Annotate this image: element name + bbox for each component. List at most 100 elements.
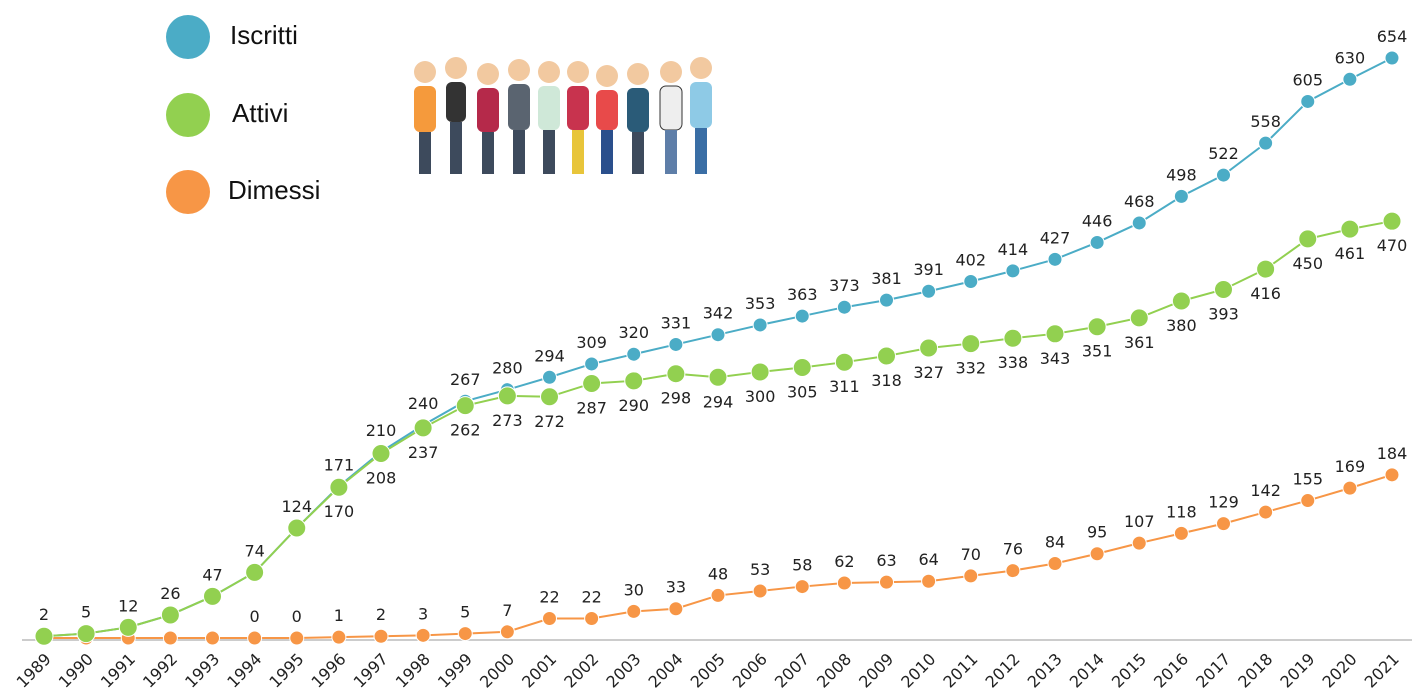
- data-point: [118, 617, 138, 637]
- legend-marker: [166, 15, 210, 59]
- x-tick-label: 1993: [181, 649, 223, 691]
- data-label: 95: [1087, 523, 1107, 542]
- data-point: [1382, 211, 1402, 231]
- data-label: 63: [876, 551, 896, 570]
- data-label: 22: [539, 587, 559, 606]
- data-point: [1173, 188, 1189, 204]
- data-point: [1256, 259, 1276, 279]
- data-point: [160, 605, 180, 625]
- data-point: [921, 283, 937, 299]
- data-point: [1171, 291, 1191, 311]
- data-label: 498: [1166, 165, 1197, 184]
- data-point: [1216, 516, 1231, 532]
- data-point: [1005, 263, 1021, 279]
- data-label: 107: [1124, 512, 1155, 531]
- data-label: 170: [324, 502, 355, 521]
- data-point: [1300, 93, 1316, 109]
- data-point: [710, 327, 726, 343]
- data-label: 169: [1335, 457, 1366, 476]
- data-label: 343: [1040, 349, 1071, 368]
- data-point: [668, 336, 684, 352]
- x-tick-label: 2019: [1276, 649, 1318, 691]
- x-tick-label: 2016: [1150, 649, 1192, 691]
- data-label: 2: [376, 605, 386, 624]
- x-tick-label: 2008: [813, 649, 855, 691]
- data-point: [1045, 324, 1065, 344]
- people-illustration: [414, 57, 712, 174]
- data-label: 290: [618, 396, 649, 415]
- data-label: 129: [1208, 493, 1239, 512]
- data-point: [245, 562, 265, 582]
- data-label: 48: [708, 564, 728, 583]
- data-label: 361: [1124, 333, 1155, 352]
- data-point: [877, 346, 896, 366]
- data-label: 3: [418, 604, 428, 623]
- legend-marker: [166, 93, 210, 137]
- data-label: 353: [745, 294, 776, 313]
- data-point: [1089, 234, 1105, 250]
- data-point: [371, 444, 391, 464]
- data-point: [1003, 328, 1023, 348]
- x-tick-label: 1997: [350, 649, 392, 691]
- data-label: 118: [1166, 502, 1197, 521]
- data-point: [1258, 504, 1274, 520]
- data-label: 363: [787, 285, 818, 304]
- data-label: 58: [792, 556, 812, 575]
- data-label: 331: [661, 313, 692, 332]
- legend-label: Attivi: [232, 98, 288, 128]
- data-label: 446: [1082, 211, 1113, 230]
- x-tick-label: 2005: [687, 649, 729, 691]
- x-tick-label: 2020: [1318, 649, 1360, 691]
- data-point: [921, 573, 937, 589]
- data-point: [752, 583, 768, 599]
- data-label: 332: [955, 359, 986, 378]
- data-point: [1384, 467, 1400, 483]
- data-label: 70: [961, 545, 981, 564]
- data-point: [584, 356, 600, 372]
- data-point: [710, 587, 726, 603]
- data-point: [1129, 308, 1149, 328]
- data-label: 47: [202, 565, 222, 584]
- x-tick-label: 1999: [434, 649, 476, 691]
- data-label: 124: [281, 497, 312, 516]
- data-label: 142: [1250, 481, 1281, 500]
- x-tick-label: 1995: [265, 649, 307, 691]
- data-point: [752, 317, 768, 333]
- data-label: 630: [1335, 48, 1366, 67]
- data-point: [162, 630, 178, 646]
- x-tick-label: 2009: [855, 649, 897, 691]
- data-label: 1: [334, 606, 344, 625]
- data-label: 7: [502, 601, 512, 620]
- data-label: 262: [450, 421, 481, 440]
- x-tick-label: 1992: [139, 649, 181, 691]
- data-point: [287, 518, 307, 538]
- data-point: [34, 626, 54, 646]
- data-point: [668, 601, 684, 617]
- data-point: [1173, 525, 1189, 541]
- data-point: [1089, 546, 1105, 562]
- x-tick-label: 2010: [897, 649, 939, 691]
- x-tick-label: 1989: [13, 649, 55, 691]
- data-label: 402: [955, 250, 986, 269]
- x-tick-label: 2000: [476, 649, 518, 691]
- legend: Iscritti Attivi Dimessi: [166, 15, 320, 214]
- x-tick-label: 2011: [939, 649, 981, 691]
- data-label: 373: [829, 276, 860, 295]
- data-label: 338: [998, 353, 1029, 372]
- data-label: 2: [39, 605, 49, 624]
- data-point: [1298, 229, 1318, 249]
- data-label: 240: [408, 394, 439, 413]
- data-label: 558: [1250, 112, 1281, 131]
- data-point: [879, 292, 894, 308]
- data-point: [708, 367, 728, 387]
- data-label: 468: [1124, 192, 1155, 211]
- data-label: 298: [661, 389, 692, 408]
- data-label: 0: [250, 607, 260, 626]
- data-label: 320: [618, 323, 649, 342]
- data-point: [1384, 50, 1400, 66]
- data-point: [1300, 493, 1316, 509]
- plot-area: 1989 1990 1991 1992 1993 1994 1995 1996 1997 1998…: [13, 27, 1412, 692]
- data-label: 309: [576, 333, 607, 352]
- data-label: 12: [118, 596, 138, 615]
